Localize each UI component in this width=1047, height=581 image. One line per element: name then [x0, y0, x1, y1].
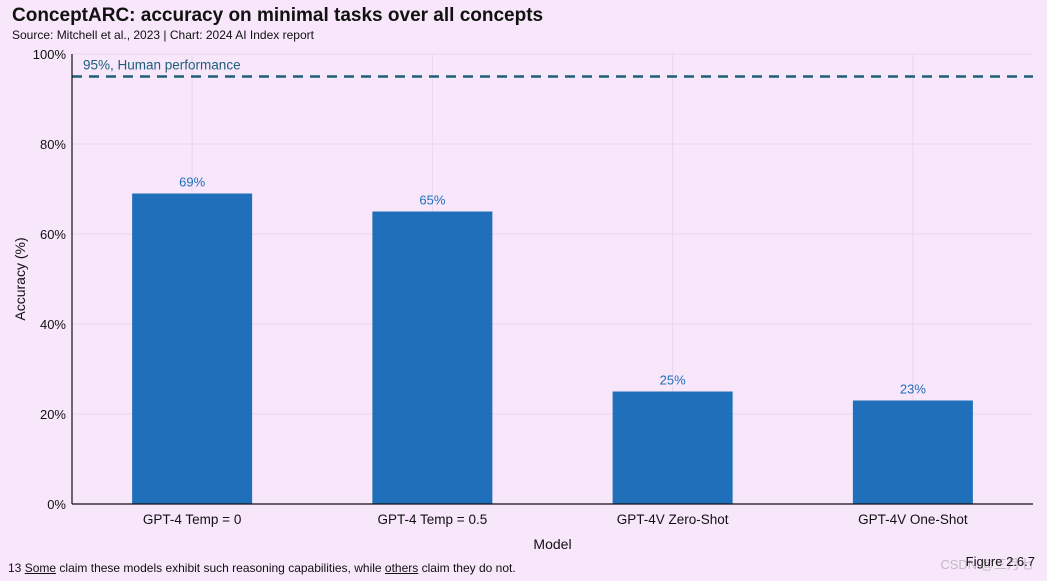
footnote-link-others[interactable]: others	[384, 561, 419, 575]
bar-value-label: 69%	[179, 175, 205, 190]
footnote-number: 13	[8, 561, 22, 575]
x-axis-title: Model	[533, 536, 571, 552]
bar	[372, 211, 493, 504]
bar	[852, 400, 973, 504]
x-tick-label: GPT-4 Temp = 0.5	[378, 512, 488, 527]
reference-line-layer: 95%, Human performance	[72, 58, 1033, 78]
x-tick-label: GPT-4V Zero-Shot	[617, 512, 729, 527]
watermark: CSDN @三月七	[940, 557, 1033, 572]
footnote-link-some[interactable]: Some	[24, 561, 57, 575]
x-tick-label: GPT-4 Temp = 0	[143, 512, 241, 527]
y-tick-label: 20%	[40, 407, 66, 422]
y-tick-label: 0%	[47, 497, 66, 512]
reference-line-label: 95%, Human performance	[83, 58, 241, 73]
bar-value-label: 65%	[419, 193, 445, 208]
axes-layer	[71, 54, 1033, 505]
y-axis-title: Accuracy (%)	[12, 237, 28, 320]
bar-value-label: 25%	[660, 373, 686, 388]
chart-title: ConceptARC: accuracy on minimal tasks ov…	[12, 5, 544, 26]
bar	[132, 193, 253, 504]
bars-layer	[132, 193, 973, 504]
labels-layer: 0% 20% 40% 60% 80% 100% 69% GPT-4 Temp = 0 65% GP…	[12, 47, 968, 552]
y-tick-label: 60%	[40, 227, 66, 242]
x-tick-label: GPT-4V One-Shot	[858, 512, 968, 527]
footnote-text-end: claim they do not.	[421, 561, 516, 575]
bar	[612, 391, 733, 504]
footnote: 13 Some claim these models exhibit such …	[8, 561, 516, 575]
figure-label: Figure 2.6.7	[965, 554, 1035, 569]
footnote-text: claim these models exhibit such reasonin…	[59, 561, 382, 575]
y-tick-label: 100%	[33, 47, 67, 62]
bar-value-label: 23%	[900, 382, 926, 397]
y-tick-label: 40%	[40, 317, 66, 332]
chart-subtitle: Source: Mitchell et al., 2023 | Chart: 2…	[12, 28, 314, 42]
y-tick-label: 80%	[40, 137, 66, 152]
